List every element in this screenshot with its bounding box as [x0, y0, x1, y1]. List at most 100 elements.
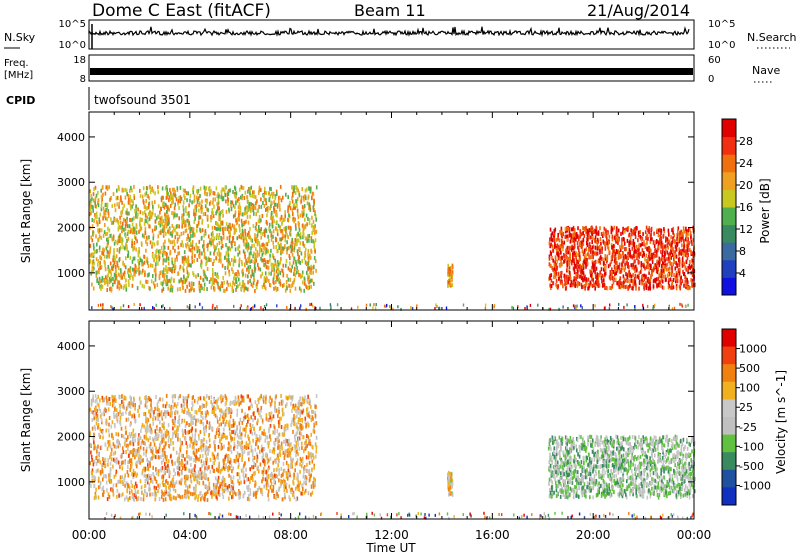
power-echo-cell — [118, 281, 121, 286]
power-echo-cell — [133, 267, 136, 272]
power-echo-cell — [243, 242, 245, 247]
power-echo-cell — [222, 230, 224, 235]
power-echo-cell — [160, 218, 163, 223]
power-echo-cell — [249, 250, 252, 255]
power-echo-cell — [249, 191, 251, 195]
power-echo-cell — [629, 253, 631, 258]
power-echo-cell — [256, 253, 259, 258]
power-echo-cell — [148, 196, 151, 201]
velocity-echo-cell — [288, 471, 291, 476]
power-echo-cell — [118, 247, 121, 252]
power-echo-cell — [248, 234, 251, 239]
power-echo-cell — [102, 206, 105, 211]
power-echo-cell — [264, 278, 267, 283]
power-echo-cell — [270, 231, 273, 236]
power-echo-cell — [237, 205, 240, 210]
power-echo-cell — [297, 256, 300, 261]
power-echo-cell — [106, 237, 108, 242]
power-echo-cell — [656, 261, 658, 266]
power-echo-cell — [132, 276, 134, 281]
velocity-echo-cell — [254, 463, 257, 467]
power-echo-cell — [265, 265, 268, 270]
power-echo-cell — [221, 281, 223, 286]
power-echo-cell — [668, 256, 670, 261]
power-echo-cell — [254, 195, 257, 200]
power-echo-cell — [603, 282, 605, 287]
power-echo-cell — [672, 247, 674, 252]
power-colorbar-tick-label: 24 — [739, 157, 753, 170]
velocity-echo-cell — [252, 457, 254, 462]
power-echo-cell — [130, 229, 133, 234]
power-echo-cell — [123, 270, 126, 275]
power-echo-cell — [93, 246, 95, 251]
power-noise-cell — [276, 304, 278, 308]
power-noise-cell — [687, 303, 689, 307]
power-echo-cell — [92, 286, 95, 291]
power-echo-cell — [146, 215, 148, 220]
power-echo-cell — [188, 238, 191, 242]
power-echo-cell — [178, 206, 180, 210]
power-echo-cell — [675, 261, 677, 266]
power-echo-cell — [568, 262, 570, 267]
power-echo-cell — [559, 230, 561, 235]
velocity-echo-cell — [125, 406, 128, 411]
velocity-echo-cell — [172, 421, 174, 426]
power-echo-cell — [268, 239, 270, 243]
power-echo-cell — [659, 258, 662, 263]
power-echo-cell — [234, 258, 237, 263]
power-echo-cell — [120, 275, 122, 280]
power-echo-cell — [260, 218, 262, 223]
power-echo-cell — [107, 210, 110, 215]
velocity-echo-cell — [308, 472, 310, 476]
power-echo-cell — [591, 284, 594, 288]
power-echo-cell — [276, 264, 278, 269]
velocity-echo-cell — [252, 465, 255, 470]
velocity-echo-cell — [306, 434, 308, 439]
power-echo-cell — [587, 230, 590, 235]
velocity-echo-cell — [185, 466, 188, 471]
power-echo-cell — [569, 273, 571, 278]
power-echo-cell — [186, 198, 188, 203]
power-echo-cell — [99, 261, 101, 266]
power-echo-cell — [236, 217, 239, 222]
power-echo-cell — [589, 280, 592, 285]
power-echo-cell — [161, 215, 163, 220]
power-echo-cell — [218, 285, 220, 290]
power-echo-cell — [633, 244, 636, 249]
power-echo-cell — [235, 191, 238, 196]
power-echo-cell — [231, 267, 233, 272]
velocity-echo-cell — [241, 440, 243, 445]
power-echo-cell — [279, 248, 282, 253]
power-echo-cell — [683, 283, 685, 288]
power-noise-cell — [365, 303, 368, 307]
power-echo-cell — [123, 275, 126, 280]
power-echo-cell — [297, 232, 300, 237]
power-echo-cell — [306, 201, 309, 206]
velocity-echo-cell — [314, 421, 317, 426]
power-echo-cell — [618, 262, 621, 267]
power-echo-cell — [682, 229, 685, 234]
power-echo-cell — [230, 207, 233, 212]
velocity-echo-cell — [204, 416, 207, 421]
power-echo-cell — [597, 277, 600, 281]
power-echo-cell — [302, 230, 304, 235]
velocity-echo-cell — [288, 484, 291, 489]
power-echo-cell — [591, 276, 593, 281]
velocity-echo-cell — [227, 454, 229, 459]
power-echo-cell — [448, 272, 451, 277]
power-echo-cell — [651, 237, 653, 242]
velocity-echo-cell — [214, 457, 216, 462]
power-echo-cell — [243, 236, 246, 241]
power-echo-cell — [597, 280, 600, 285]
velocity-echo-cell — [93, 440, 95, 445]
power-echo-cell — [98, 245, 101, 250]
velocity-echo-cell — [198, 481, 201, 486]
power-echo-cell — [675, 246, 677, 251]
velocity-echo-cell — [261, 418, 264, 423]
power-echo-cell — [126, 192, 128, 197]
power-echo-cell — [156, 283, 159, 287]
power-echo-cell — [604, 254, 607, 259]
velocity-echo-cell — [140, 497, 142, 501]
nsearch-label: N.Search — [747, 31, 797, 44]
power-echo-cell — [213, 286, 215, 290]
